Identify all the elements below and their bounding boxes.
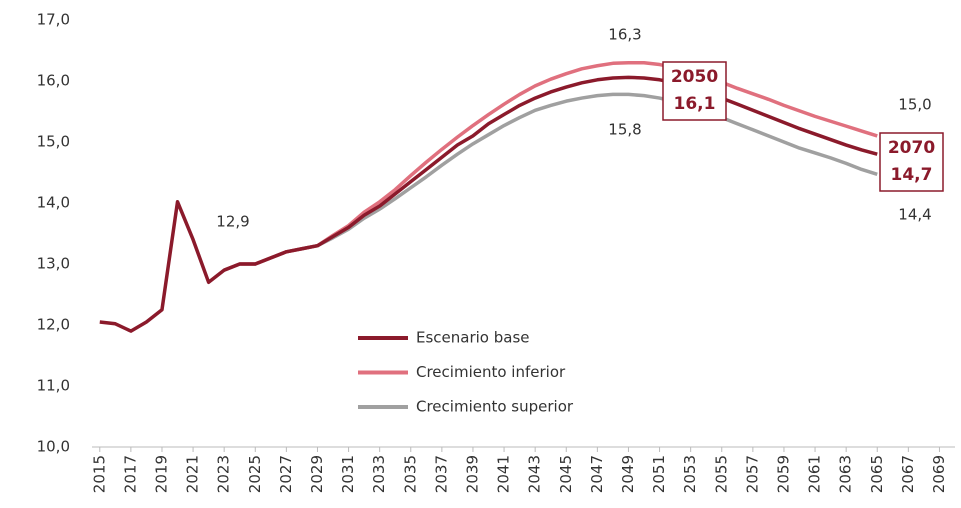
x-tick-label: 2055 (712, 455, 730, 493)
y-tick-label: 12,0 (37, 316, 70, 334)
x-tick-label: 2069 (930, 455, 948, 493)
x-tick-label: 2047 (588, 455, 606, 493)
x-tick-label: 2065 (868, 455, 886, 493)
x-tick-label: 2027 (277, 455, 295, 493)
y-tick-label: 10,0 (37, 438, 70, 456)
x-tick-label: 2015 (90, 455, 108, 493)
x-tick-label: 2061 (806, 455, 824, 493)
annotation: 14,4 (898, 206, 931, 224)
x-tick-label: 2019 (152, 455, 170, 493)
annotation-text: 14,7 (891, 165, 933, 185)
x-tick-label: 2021 (184, 455, 202, 493)
series-line (99, 75, 878, 333)
y-tick-label: 16,0 (37, 72, 70, 90)
x-tick-label: 2017 (121, 455, 139, 493)
annotation: 15,8 (608, 121, 641, 139)
y-tick-label: 15,0 (37, 133, 70, 151)
annotation: 16,3 (608, 26, 641, 44)
x-tick-label: 2051 (650, 455, 668, 493)
x-tick-label: 2033 (370, 455, 388, 493)
x-tick-label: 2053 (681, 455, 699, 493)
x-tick-label: 2057 (743, 455, 761, 493)
x-tick-label: 2059 (774, 455, 792, 493)
y-tick-label: 11,0 (37, 377, 70, 395)
annotation-frame (662, 61, 727, 121)
y-tick-label: 13,0 (37, 255, 70, 273)
annotation-box: 2070 14,7 (879, 132, 944, 192)
x-tick-label: 2067 (899, 455, 917, 493)
x-tick-label: 2045 (557, 455, 575, 493)
annotation-frame (879, 132, 944, 192)
annotation: 12,9 (216, 213, 249, 231)
legend-label: Escenario base (416, 329, 530, 347)
x-tick-label: 2035 (401, 455, 419, 493)
y-tick-label: 17,0 (37, 11, 70, 29)
x-tick-label: 2039 (463, 455, 481, 493)
x-tick-label: 2025 (246, 455, 264, 493)
x-tick-label: 2031 (339, 455, 357, 493)
x-tick-label: 2037 (432, 455, 450, 493)
x-tick-label: 2063 (837, 455, 855, 493)
annotation-text: 2070 (888, 138, 935, 158)
x-tick-label: 2029 (308, 455, 326, 493)
annotation: 15,0 (898, 96, 931, 114)
legend-label: Crecimiento superior (416, 398, 574, 416)
x-tick-label: 2049 (619, 455, 637, 493)
annotation-text: 2050 (671, 67, 718, 87)
annotation-box: 2050 16,1 (662, 61, 727, 121)
annotation-text: 16,1 (674, 94, 716, 114)
legend-label: Crecimiento inferior (416, 363, 566, 381)
x-tick-label: 2041 (495, 455, 513, 493)
y-tick-label: 14,0 (37, 194, 70, 212)
x-tick-label: 2023 (215, 455, 233, 493)
x-tick-label: 2043 (526, 455, 544, 493)
